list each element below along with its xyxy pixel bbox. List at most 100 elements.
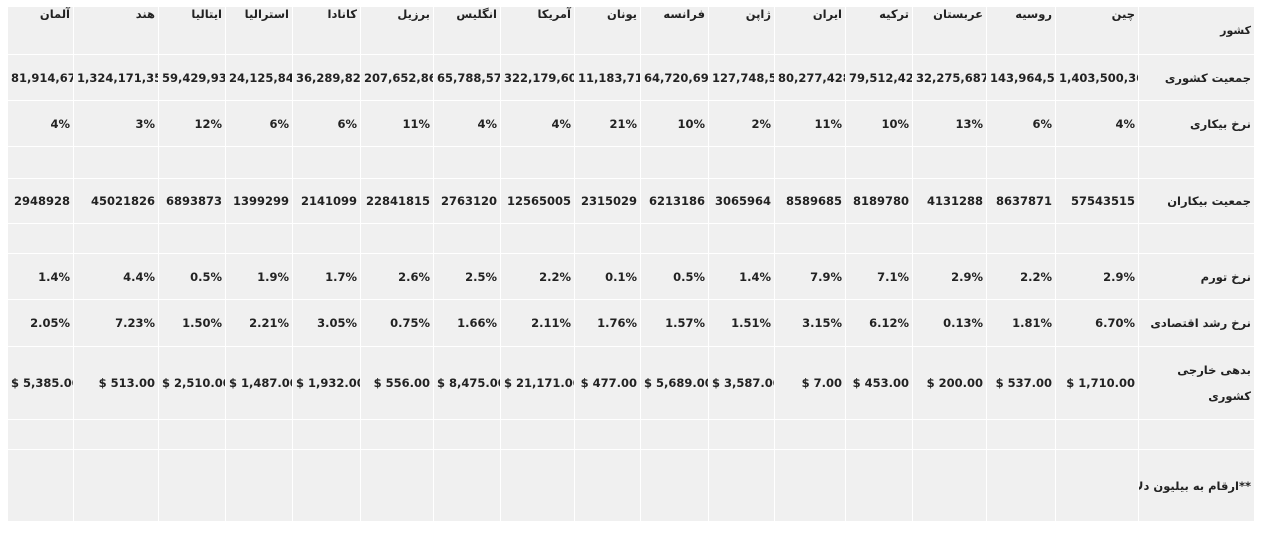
empty-cell — [158, 146, 226, 179]
table-cell: $ 200.00 — [912, 346, 987, 420]
note-row: **ارقام به بیلیون دلار — [7, 449, 1255, 522]
table-cell: 1.81% — [986, 299, 1056, 347]
table-cell: 143,964,513 — [986, 54, 1056, 101]
table-cell: 6% — [292, 100, 361, 147]
table-cell: 1.51% — [708, 299, 775, 347]
table-cell: 3065964 — [708, 178, 775, 224]
table-cell: 4% — [433, 100, 501, 147]
table-cell: 2.21% — [225, 299, 293, 347]
table-cell: $ 1,710.00 — [1055, 346, 1139, 420]
table-cell: $ 5,689.00 — [640, 346, 709, 420]
empty-cell — [360, 146, 434, 179]
table-cell: 79,512,426 — [845, 54, 913, 101]
empty-cell — [708, 449, 775, 522]
table-cell: $ 477.00 — [574, 346, 641, 420]
column-header: چین — [1055, 6, 1139, 55]
empty-cell — [500, 449, 575, 522]
empty-cell — [225, 146, 293, 179]
countries-table: آلمان هند ایتالیا استرالیا کانادا برزیل انگلیس… — [7, 6, 1255, 522]
table-cell: $ 537.00 — [986, 346, 1056, 420]
table-cell: 12% — [158, 100, 226, 147]
empty-cell — [640, 449, 709, 522]
table-cell: 0.75% — [360, 299, 434, 347]
table-cell: 4131288 — [912, 178, 987, 224]
empty-cell — [292, 223, 361, 254]
column-header: یونان — [574, 6, 641, 55]
table-cell: 22841815 — [360, 178, 434, 224]
table-cell: 3.05% — [292, 299, 361, 347]
table-cell: 1,324,171,354 — [73, 54, 159, 101]
table-cell: 4% — [1055, 100, 1139, 147]
empty-cell — [986, 146, 1056, 179]
unemployed-row: 2948928 45021826 6893873 1399299 2141099 2284… — [7, 178, 1255, 224]
table-cell: 1.9% — [225, 253, 293, 300]
table-cell: 6213186 — [640, 178, 709, 224]
empty-cell — [708, 223, 775, 254]
table-cell: 11% — [774, 100, 846, 147]
empty-cell — [292, 449, 361, 522]
table-cell: 1.7% — [292, 253, 361, 300]
table-cell: 2763120 — [433, 178, 501, 224]
table-cell: $ 1,932.00 — [292, 346, 361, 420]
column-header: ترکیه — [845, 6, 913, 55]
table-cell: 2.2% — [986, 253, 1056, 300]
table-cell: $ 1,487.00 — [225, 346, 293, 420]
empty-cell — [360, 449, 434, 522]
empty-cell — [360, 223, 434, 254]
column-header: عربستان — [912, 6, 987, 55]
table-cell: 10% — [640, 100, 709, 147]
table-cell: $ 8,475.00 — [433, 346, 501, 420]
empty-cell — [7, 146, 74, 179]
table-cell: 2.9% — [912, 253, 987, 300]
row-label: نرخ تورم — [1138, 253, 1255, 300]
empty-cell — [1138, 419, 1255, 450]
table-cell: 12565005 — [500, 178, 575, 224]
table-cell: 64,720,690 — [640, 54, 709, 101]
column-header-label: کشور — [1138, 6, 1255, 55]
table-cell: 0.5% — [158, 253, 226, 300]
table-cell: 2% — [708, 100, 775, 147]
column-header: ایتالیا — [158, 6, 226, 55]
empty-cell — [7, 449, 74, 522]
unemployment-rate-row: 4% 3% 12% 6% 6% 11% 4% 4% 21% 10% 2% 11% 10% 13% 6% 4% ن… — [7, 100, 1255, 147]
empty-cell — [292, 419, 361, 450]
table-cell: $ 5,385.00 — [7, 346, 74, 420]
table-cell: 1.4% — [7, 253, 74, 300]
table-cell: 6% — [225, 100, 293, 147]
table-cell: 6.70% — [1055, 299, 1139, 347]
empty-cell — [774, 223, 846, 254]
table-cell: 1,403,500,365 — [1055, 54, 1139, 101]
column-header: روسیه — [986, 6, 1056, 55]
table-cell: 2.05% — [7, 299, 74, 347]
empty-cell — [500, 146, 575, 179]
row-label: بدهی خارجی کشوری — [1138, 346, 1255, 420]
table-cell: 24,125,848 — [225, 54, 293, 101]
empty-cell — [73, 449, 159, 522]
empty-cell — [912, 449, 987, 522]
column-header: برزیل — [360, 6, 434, 55]
column-header: ایران — [774, 6, 846, 55]
empty-cell — [158, 419, 226, 450]
table-cell: $ 556.00 — [360, 346, 434, 420]
empty-cell — [845, 146, 913, 179]
table-cell: 65,788,574 — [433, 54, 501, 101]
empty-cell — [1055, 146, 1139, 179]
empty-cell — [292, 146, 361, 179]
table-cell: $ 3,587.00 — [708, 346, 775, 420]
empty-cell — [640, 146, 709, 179]
table-cell: 80,277,428 — [774, 54, 846, 101]
empty-cell — [1138, 146, 1255, 179]
empty-cell — [845, 419, 913, 450]
table-cell: 6893873 — [158, 178, 226, 224]
table-cell: 7.9% — [774, 253, 846, 300]
table-cell: 6% — [986, 100, 1056, 147]
empty-cell — [912, 146, 987, 179]
empty-cell — [912, 223, 987, 254]
table-cell: 4% — [7, 100, 74, 147]
empty-cell — [986, 419, 1056, 450]
table-cell: 7.23% — [73, 299, 159, 347]
table-cell: 2.11% — [500, 299, 575, 347]
empty-cell — [986, 449, 1056, 522]
table-cell: $ 21,171.00 — [500, 346, 575, 420]
table-cell: 36,289,822 — [292, 54, 361, 101]
